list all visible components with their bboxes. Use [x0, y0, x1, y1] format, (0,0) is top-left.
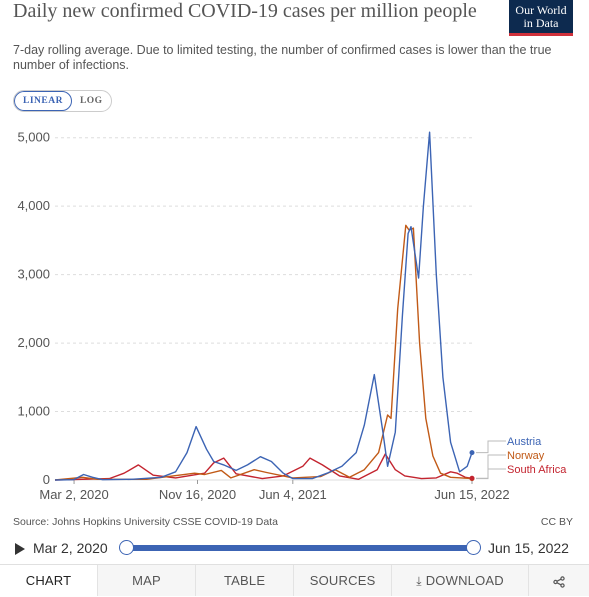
- series-line-austria: [54, 131, 473, 481]
- tab-download[interactable]: ⤓ DOWNLOAD: [392, 565, 529, 596]
- tab-map[interactable]: MAP: [98, 565, 197, 596]
- log-scale-button[interactable]: LOG: [79, 96, 103, 106]
- timeline-start-handle[interactable]: [119, 540, 134, 555]
- legend-connector: [476, 454, 506, 480]
- timeline-end-label: Jun 15, 2022: [488, 540, 569, 556]
- y-tick-label: 2,000: [17, 335, 50, 350]
- y-tick-label: 1,000: [17, 404, 50, 419]
- x-tick-label: Jun 4, 2021: [259, 487, 327, 502]
- end-point-south-africa: [469, 475, 475, 481]
- play-icon[interactable]: [15, 543, 25, 555]
- timeline-end-handle[interactable]: [466, 540, 481, 555]
- series-line-south-africa: [54, 453, 473, 481]
- x-tick-label: Mar 2, 2020: [39, 487, 108, 502]
- timeline: Mar 2, 2020 Jun 15, 2022: [0, 538, 589, 560]
- legend-connector: [476, 440, 506, 454]
- x-tick-label: Jun 15, 2022: [434, 487, 509, 502]
- download-icon: ⤓: [416, 574, 422, 588]
- legend-label-south-africa: South Africa: [507, 464, 567, 476]
- license-link[interactable]: CC BY: [540, 516, 573, 528]
- line-chart: 0 1,000 2,000 3,000 4,000 5,000 Mar 2, 2020 Nov…: [17, 130, 567, 502]
- tab-download-label: DOWNLOAD: [425, 573, 504, 588]
- tab-table[interactable]: TABLE: [196, 565, 295, 596]
- timeline-track[interactable]: [126, 545, 473, 551]
- owid-logo[interactable]: Our World in Data: [509, 0, 573, 36]
- legend-label-norway: Norway: [507, 450, 545, 462]
- source-note[interactable]: Source: Johns Hopkins University CSSE CO…: [13, 516, 278, 528]
- tab-chart[interactable]: CHART: [0, 565, 99, 596]
- chart-subtitle: 7-day rolling average. Due to limited te…: [13, 43, 552, 72]
- logo-line-2: in Data: [523, 16, 559, 30]
- timeline-start-label: Mar 2, 2020: [33, 540, 108, 556]
- legend-label-austria: Austria: [507, 436, 542, 448]
- linear-scale-button[interactable]: LINEAR: [14, 91, 72, 111]
- legend-connector: [476, 468, 506, 479]
- y-tick-label: 3,000: [17, 267, 50, 282]
- chart-title: Daily new confirmed COVID-19 cases per m…: [13, 0, 477, 22]
- scale-toggle: LINEAR LOG: [13, 90, 112, 112]
- tab-sources[interactable]: SOURCES: [294, 565, 393, 596]
- y-tick-label: 5,000: [17, 130, 50, 145]
- series-line-norway: [54, 224, 473, 481]
- end-point-austria: [469, 450, 475, 456]
- logo-line-1: Our World: [515, 3, 567, 17]
- x-tick-label: Nov 16, 2020: [159, 487, 236, 502]
- y-tick-label: 4,000: [17, 198, 50, 213]
- share-icon: [553, 575, 565, 588]
- y-tick-label: 0: [43, 472, 50, 487]
- share-button[interactable]: [529, 565, 589, 596]
- tab-bar: CHART MAP TABLE SOURCES ⤓ DOWNLOAD: [0, 564, 589, 596]
